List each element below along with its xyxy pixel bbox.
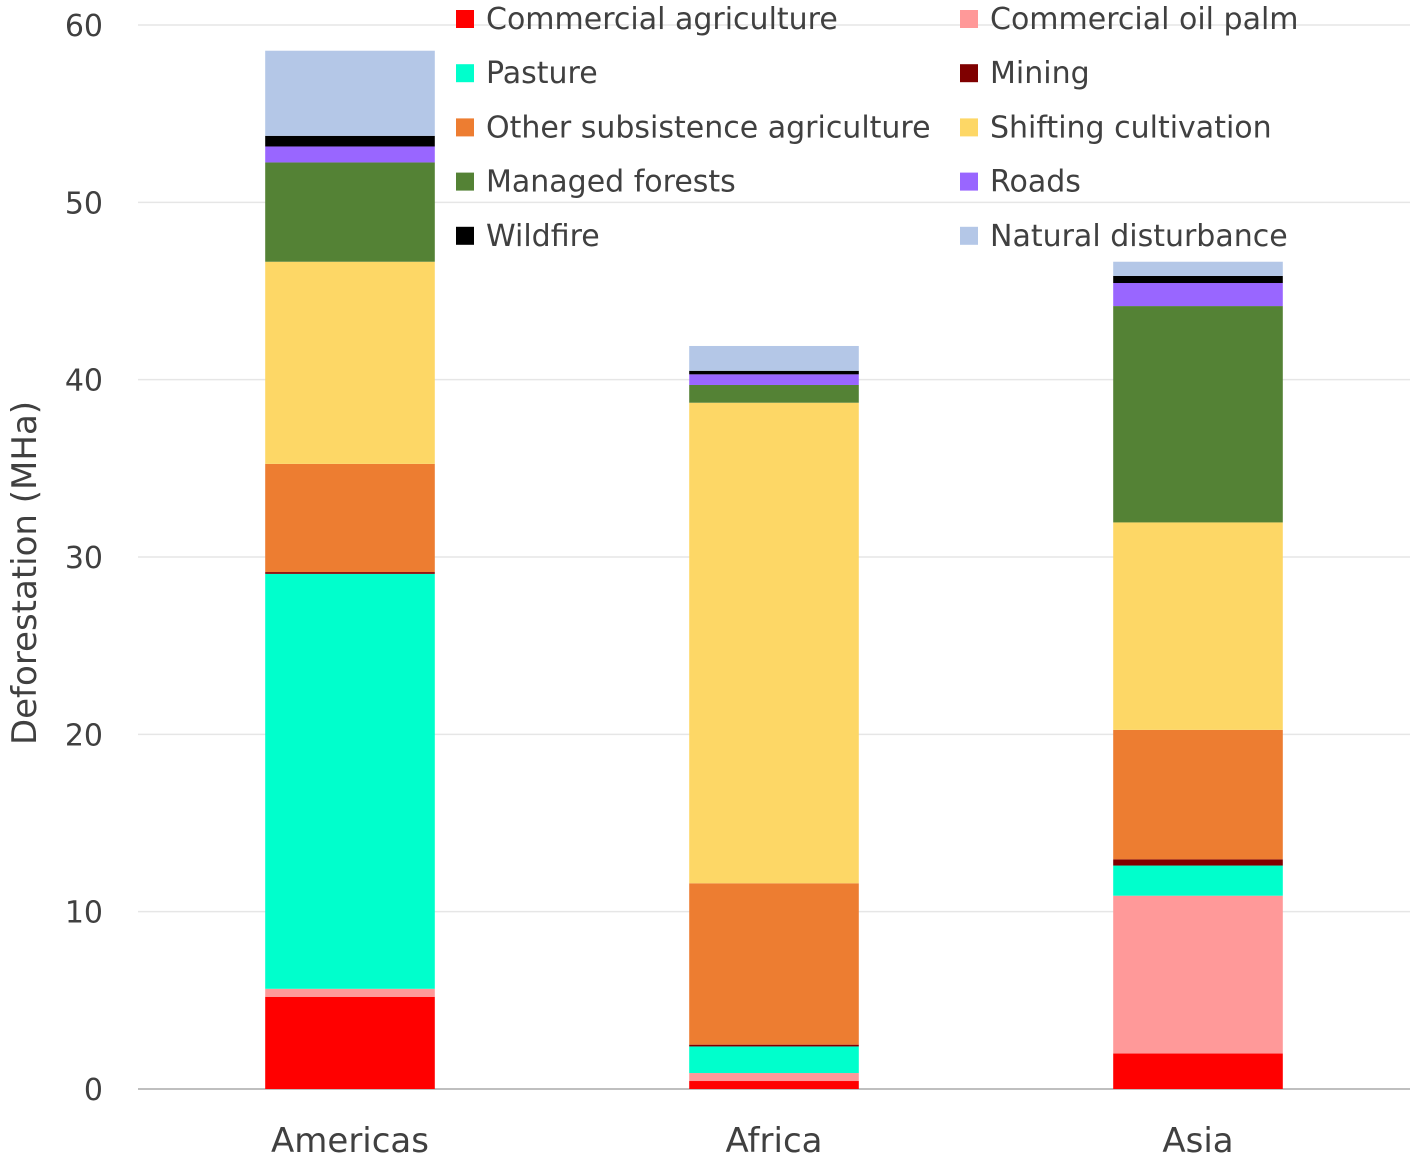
legend-swatch [456,226,474,245]
bar-segment [265,572,435,574]
bar-segment [1113,522,1283,730]
bar-segment [265,996,435,1089]
legend-swatch [456,118,474,137]
bar-segment [265,162,435,262]
legend-label: Commercial oil palm [990,2,1299,37]
bar-segment [1113,859,1283,866]
y-tick-label: 50 [65,186,103,221]
bar-segment [689,345,859,371]
legend-swatch [960,172,978,191]
bars [265,50,1283,1089]
x-axis-labels: Americas Africa Asia [271,1121,1234,1160]
x-tick-label: Asia [1162,1121,1233,1160]
legend-label: Wildfire [486,219,600,254]
bar-segment [689,384,859,403]
bar-segment [689,1081,859,1089]
legend-swatch [456,10,474,28]
y-axis-title: Deforestation (MHa) [5,401,45,745]
bar-segment [689,883,859,1045]
bar-segment [1113,729,1283,860]
y-tick-label: 10 [65,896,103,931]
legend-swatch [960,118,978,137]
y-axis-ticks: 0 10 20 30 40 50 60 [65,9,103,1108]
legend: Commercial agriculture Commercial oil pal… [456,2,1299,254]
legend-swatch [960,64,978,83]
bar-segment [689,370,859,375]
bar-segment [1113,261,1283,276]
bar-segment [689,402,859,884]
bar-segment [265,146,435,163]
bar-segment [689,1073,859,1082]
bar-segment [1113,1053,1283,1089]
bar-segment [1113,275,1283,284]
legend-label: Other subsistence agriculture [486,110,931,145]
bar-segment [1113,865,1283,896]
bar-segment [1113,895,1283,1054]
legend-label: Managed forests [486,165,736,200]
y-tick-label: 20 [65,718,103,753]
legend-label: Roads [990,165,1081,200]
y-tick-label: 0 [84,1073,103,1108]
legend-swatch [456,64,474,83]
bar-segment [689,1044,859,1047]
legend-swatch [960,10,978,28]
bar-segment [265,135,435,147]
legend-label: Pasture [486,56,598,91]
bar-segment [689,374,859,385]
bar-segment [265,463,435,573]
x-tick-label: Africa [726,1121,823,1160]
bar-segment [1113,283,1283,307]
legend-swatch [960,226,978,245]
y-tick-label: 60 [65,9,103,44]
bar-segment [265,573,435,989]
bar-segment [1113,306,1283,523]
legend-label: Mining [990,56,1090,91]
y-tick-label: 40 [65,364,103,399]
x-tick-label: Americas [271,1121,429,1160]
bar-segment [265,988,435,997]
legend-label: Natural disturbance [990,219,1288,254]
legend-label: Commercial agriculture [486,2,838,37]
legend-swatch [456,172,474,191]
bar-segment [689,1046,859,1074]
y-tick-label: 30 [65,541,103,576]
bar-segment [265,261,435,464]
legend-label: Shifting cultivation [990,110,1272,145]
bar-segment [265,50,435,136]
